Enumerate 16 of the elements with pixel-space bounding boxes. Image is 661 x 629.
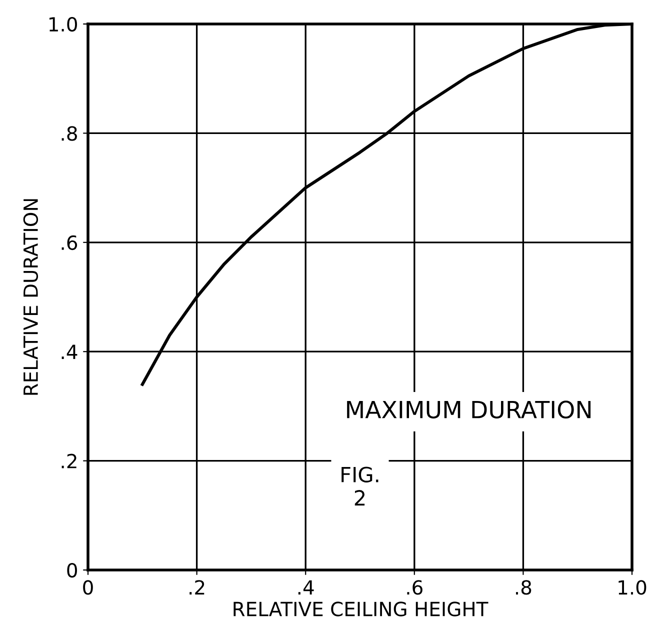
x-tick-label: .6 [407, 580, 422, 595]
y-tick-label: 0 [67, 562, 77, 578]
annotation: FIG. 2 [342, 466, 378, 506]
x-tick-label: .8 [516, 580, 532, 595]
y-tick-label: .4 [62, 344, 78, 359]
y-tick-label: .2 [62, 454, 76, 468]
y-tick-label: 1.0 [49, 16, 77, 32]
y-tick-label: .6 [62, 235, 78, 250]
x-axis-title: RELATIVE CEILING HEIGHT [234, 602, 488, 616]
y-axis-title: RELATIVE DURATION [23, 199, 38, 395]
annotation: MAXIMUM DURATION [347, 400, 591, 419]
x-tick-label: .4 [298, 580, 314, 594]
x-tick-label: 1.0 [618, 580, 646, 595]
x-tick-label: .2 [190, 580, 204, 594]
x-tick-label: 0 [83, 580, 93, 595]
y-tick-label: .8 [62, 126, 77, 141]
